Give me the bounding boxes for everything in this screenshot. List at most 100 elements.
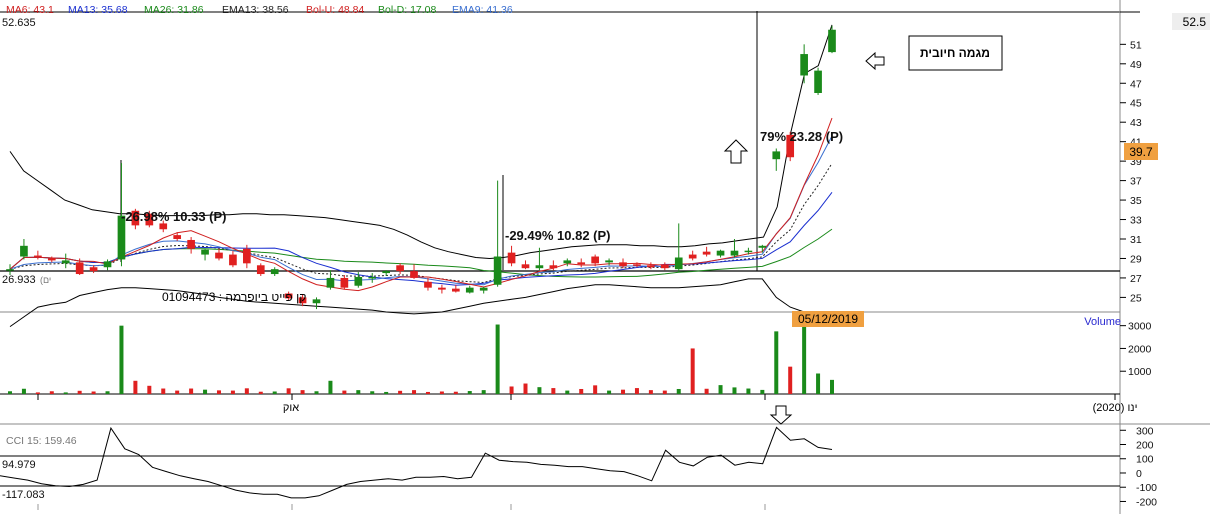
candle[interactable] <box>159 220 168 233</box>
candle[interactable] <box>647 262 655 270</box>
volume-bar[interactable] <box>453 391 458 394</box>
candle[interactable] <box>828 25 836 54</box>
candle[interactable] <box>605 258 613 266</box>
volume-bar[interactable] <box>35 392 40 394</box>
volume-bar[interactable] <box>161 388 166 394</box>
volume-bar[interactable] <box>523 383 528 394</box>
candle[interactable] <box>465 285 474 294</box>
candle[interactable] <box>535 247 544 271</box>
candle[interactable] <box>479 286 488 294</box>
candle[interactable] <box>688 250 697 261</box>
candle[interactable] <box>800 44 808 84</box>
candle[interactable] <box>256 263 265 276</box>
volume-bar[interactable] <box>634 388 639 394</box>
volume-bar[interactable] <box>439 391 444 394</box>
candle[interactable] <box>270 267 279 276</box>
volume-bar[interactable] <box>565 390 570 394</box>
candle[interactable] <box>396 263 404 275</box>
volume-bar[interactable] <box>774 331 779 394</box>
candle[interactable] <box>772 148 781 171</box>
volume-bar[interactable] <box>802 325 807 394</box>
volume-bar[interactable] <box>356 390 361 394</box>
volume-bar[interactable] <box>621 389 626 394</box>
candle[interactable] <box>187 237 195 254</box>
volume-bar[interactable] <box>551 388 556 394</box>
candle[interactable] <box>47 256 56 263</box>
volume-bar[interactable] <box>216 390 221 394</box>
cci-line[interactable] <box>0 426 833 499</box>
volume-bar[interactable] <box>384 391 389 394</box>
candle[interactable] <box>451 284 460 293</box>
candle[interactable] <box>131 208 140 230</box>
volume-bar[interactable] <box>91 391 96 394</box>
candle[interactable] <box>20 239 28 260</box>
candle[interactable] <box>549 260 558 271</box>
volume-bar[interactable] <box>676 388 681 394</box>
candle[interactable] <box>340 275 349 290</box>
volume-bar[interactable] <box>481 390 486 394</box>
candle[interactable] <box>117 163 126 267</box>
candle[interactable] <box>507 245 516 267</box>
candle[interactable] <box>591 254 599 267</box>
volume-bar[interactable] <box>467 391 472 394</box>
volume-bar[interactable] <box>746 388 751 394</box>
candle[interactable] <box>61 253 70 269</box>
candle[interactable] <box>284 291 293 301</box>
candle[interactable] <box>786 131 795 162</box>
candle[interactable] <box>243 244 251 269</box>
volume-bar[interactable] <box>244 388 249 394</box>
candle[interactable] <box>674 223 683 273</box>
candle[interactable] <box>814 67 822 95</box>
annotation-box[interactable] <box>908 35 1003 71</box>
volume-bar[interactable] <box>342 390 347 394</box>
candle[interactable] <box>660 262 669 271</box>
volume-bar[interactable] <box>63 392 68 394</box>
candle[interactable] <box>619 258 627 269</box>
candle[interactable] <box>424 277 432 291</box>
candle[interactable] <box>577 258 586 268</box>
volume-bar[interactable] <box>718 385 723 394</box>
volume-bar[interactable] <box>788 366 793 394</box>
candle[interactable] <box>75 258 84 276</box>
volume-bar[interactable] <box>300 390 305 394</box>
candle[interactable] <box>410 264 418 279</box>
candle[interactable] <box>6 264 14 276</box>
candle[interactable] <box>34 250 42 260</box>
left-arrow-icon[interactable] <box>865 51 885 71</box>
volume-bar[interactable] <box>21 388 26 394</box>
volume-bar[interactable] <box>119 325 124 394</box>
volume-bar[interactable] <box>412 390 417 394</box>
candle[interactable] <box>145 210 154 228</box>
volume-bar[interactable] <box>830 379 834 394</box>
candle[interactable] <box>730 239 739 258</box>
candle[interactable] <box>173 232 182 241</box>
candle[interactable] <box>493 180 502 287</box>
volume-bar[interactable] <box>314 391 319 394</box>
volume-bar[interactable] <box>648 390 653 394</box>
volume-bar[interactable] <box>509 386 514 394</box>
candle[interactable] <box>438 284 446 294</box>
candle[interactable] <box>354 272 363 288</box>
candle[interactable] <box>382 270 391 276</box>
volume-bar[interactable] <box>147 385 152 394</box>
candle[interactable] <box>521 260 530 270</box>
volume-bar[interactable] <box>203 389 208 394</box>
volume-bar[interactable] <box>328 380 333 394</box>
volume-bar[interactable] <box>495 324 500 394</box>
volume-bar[interactable] <box>732 387 737 394</box>
volume-bar[interactable] <box>286 388 291 394</box>
volume-bar[interactable] <box>760 389 765 394</box>
volume-bar[interactable] <box>816 373 821 395</box>
volume-bar[interactable] <box>398 390 403 394</box>
candle[interactable] <box>89 265 98 274</box>
volume-bar[interactable] <box>133 380 138 394</box>
volume-bar[interactable] <box>230 390 235 394</box>
volume-bar[interactable] <box>8 391 12 394</box>
volume-bar[interactable] <box>258 391 263 394</box>
candle[interactable] <box>298 294 307 307</box>
volume-bar[interactable] <box>189 388 194 394</box>
candle[interactable] <box>368 273 377 283</box>
volume-bar[interactable] <box>175 390 180 394</box>
volume-bar[interactable] <box>704 388 709 394</box>
